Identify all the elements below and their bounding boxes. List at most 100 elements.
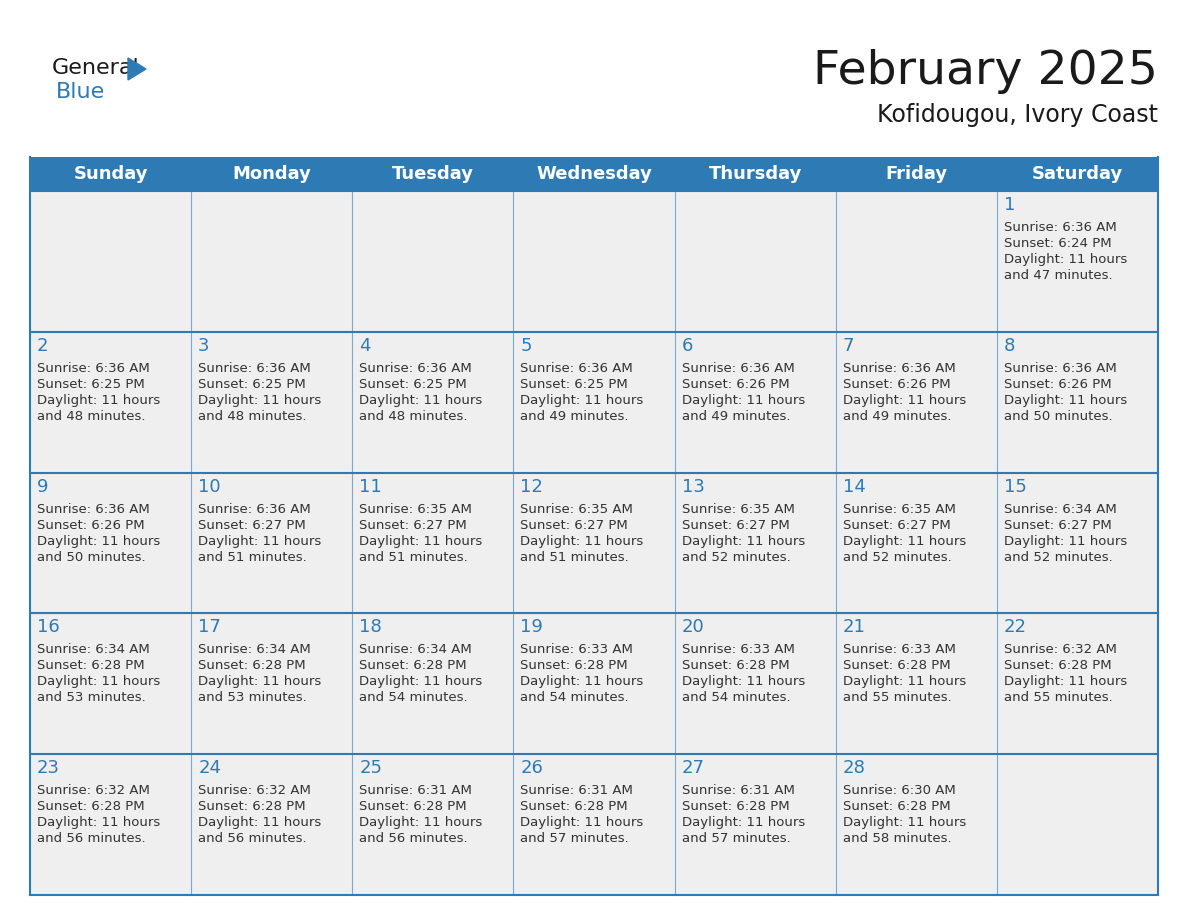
Text: Sunrise: 6:36 AM: Sunrise: 6:36 AM xyxy=(842,362,955,375)
Text: Sunset: 6:25 PM: Sunset: 6:25 PM xyxy=(520,378,628,391)
Text: Daylight: 11 hours: Daylight: 11 hours xyxy=(842,676,966,688)
Text: Sunset: 6:24 PM: Sunset: 6:24 PM xyxy=(1004,237,1112,250)
Bar xyxy=(513,473,675,613)
Bar xyxy=(835,473,997,613)
Bar xyxy=(30,191,191,331)
Text: 23: 23 xyxy=(37,759,61,778)
Text: and 49 minutes.: and 49 minutes. xyxy=(842,409,952,423)
Text: Sunrise: 6:36 AM: Sunrise: 6:36 AM xyxy=(198,502,311,516)
Text: Daylight: 11 hours: Daylight: 11 hours xyxy=(1004,253,1127,266)
Text: 5: 5 xyxy=(520,337,532,354)
Text: 1: 1 xyxy=(1004,196,1016,214)
Text: Sunset: 6:28 PM: Sunset: 6:28 PM xyxy=(842,659,950,672)
Bar xyxy=(997,191,1158,331)
Text: Sunset: 6:26 PM: Sunset: 6:26 PM xyxy=(842,378,950,391)
Polygon shape xyxy=(128,58,146,80)
Text: and 51 minutes.: and 51 minutes. xyxy=(520,551,630,564)
Bar xyxy=(30,755,191,895)
Text: and 50 minutes.: and 50 minutes. xyxy=(1004,409,1112,423)
Bar xyxy=(835,331,997,473)
Text: Sunset: 6:28 PM: Sunset: 6:28 PM xyxy=(520,800,628,813)
Text: Daylight: 11 hours: Daylight: 11 hours xyxy=(198,394,322,407)
Text: Sunrise: 6:35 AM: Sunrise: 6:35 AM xyxy=(520,502,633,516)
Text: and 57 minutes.: and 57 minutes. xyxy=(520,833,630,845)
Text: Daylight: 11 hours: Daylight: 11 hours xyxy=(682,816,804,829)
Bar xyxy=(513,613,675,755)
Bar xyxy=(191,755,353,895)
Text: and 54 minutes.: and 54 minutes. xyxy=(359,691,468,704)
Bar xyxy=(835,613,997,755)
Text: Sunday: Sunday xyxy=(74,165,147,183)
Text: Sunrise: 6:33 AM: Sunrise: 6:33 AM xyxy=(520,644,633,656)
Text: 3: 3 xyxy=(198,337,209,354)
Bar xyxy=(353,473,513,613)
Text: and 55 minutes.: and 55 minutes. xyxy=(842,691,952,704)
Bar xyxy=(997,473,1158,613)
Text: Sunset: 6:26 PM: Sunset: 6:26 PM xyxy=(37,519,145,532)
Text: and 47 minutes.: and 47 minutes. xyxy=(1004,269,1112,282)
Text: February 2025: February 2025 xyxy=(813,50,1158,95)
Text: Sunrise: 6:34 AM: Sunrise: 6:34 AM xyxy=(198,644,311,656)
Text: and 57 minutes.: and 57 minutes. xyxy=(682,833,790,845)
Text: Sunset: 6:28 PM: Sunset: 6:28 PM xyxy=(682,659,789,672)
Text: and 54 minutes.: and 54 minutes. xyxy=(520,691,630,704)
Text: Sunrise: 6:36 AM: Sunrise: 6:36 AM xyxy=(37,362,150,375)
Text: 10: 10 xyxy=(198,477,221,496)
Text: Daylight: 11 hours: Daylight: 11 hours xyxy=(520,534,644,548)
Text: Daylight: 11 hours: Daylight: 11 hours xyxy=(1004,676,1127,688)
Text: Sunrise: 6:32 AM: Sunrise: 6:32 AM xyxy=(37,784,150,797)
Bar xyxy=(513,191,675,331)
Text: Daylight: 11 hours: Daylight: 11 hours xyxy=(682,394,804,407)
Bar xyxy=(353,755,513,895)
Text: Saturday: Saturday xyxy=(1032,165,1123,183)
Bar xyxy=(675,331,835,473)
Text: Sunset: 6:25 PM: Sunset: 6:25 PM xyxy=(37,378,145,391)
Text: Sunset: 6:28 PM: Sunset: 6:28 PM xyxy=(359,800,467,813)
Text: and 51 minutes.: and 51 minutes. xyxy=(198,551,307,564)
Text: Friday: Friday xyxy=(885,165,947,183)
Text: and 54 minutes.: and 54 minutes. xyxy=(682,691,790,704)
Text: Sunrise: 6:34 AM: Sunrise: 6:34 AM xyxy=(359,644,472,656)
Text: Sunset: 6:28 PM: Sunset: 6:28 PM xyxy=(682,800,789,813)
Text: and 55 minutes.: and 55 minutes. xyxy=(1004,691,1113,704)
Text: Daylight: 11 hours: Daylight: 11 hours xyxy=(842,394,966,407)
Text: Sunrise: 6:33 AM: Sunrise: 6:33 AM xyxy=(842,644,955,656)
Text: Sunrise: 6:36 AM: Sunrise: 6:36 AM xyxy=(682,362,795,375)
Text: Daylight: 11 hours: Daylight: 11 hours xyxy=(682,534,804,548)
Text: Sunrise: 6:36 AM: Sunrise: 6:36 AM xyxy=(1004,221,1117,234)
Bar xyxy=(675,191,835,331)
Text: Daylight: 11 hours: Daylight: 11 hours xyxy=(682,676,804,688)
Text: Sunset: 6:27 PM: Sunset: 6:27 PM xyxy=(520,519,628,532)
Text: Sunset: 6:28 PM: Sunset: 6:28 PM xyxy=(198,659,305,672)
Bar xyxy=(997,613,1158,755)
Text: and 49 minutes.: and 49 minutes. xyxy=(682,409,790,423)
Text: Sunrise: 6:33 AM: Sunrise: 6:33 AM xyxy=(682,644,795,656)
Text: Sunset: 6:28 PM: Sunset: 6:28 PM xyxy=(1004,659,1112,672)
Text: Blue: Blue xyxy=(56,82,106,102)
Text: Sunset: 6:27 PM: Sunset: 6:27 PM xyxy=(842,519,950,532)
Bar xyxy=(675,473,835,613)
Text: Daylight: 11 hours: Daylight: 11 hours xyxy=(198,676,322,688)
Text: 4: 4 xyxy=(359,337,371,354)
Text: Sunset: 6:25 PM: Sunset: 6:25 PM xyxy=(359,378,467,391)
Bar xyxy=(191,191,353,331)
Text: Sunrise: 6:31 AM: Sunrise: 6:31 AM xyxy=(520,784,633,797)
Text: 21: 21 xyxy=(842,619,866,636)
Text: Sunset: 6:28 PM: Sunset: 6:28 PM xyxy=(520,659,628,672)
Text: 18: 18 xyxy=(359,619,383,636)
Bar xyxy=(513,331,675,473)
Text: and 53 minutes.: and 53 minutes. xyxy=(37,691,146,704)
Bar xyxy=(353,613,513,755)
Text: Tuesday: Tuesday xyxy=(392,165,474,183)
Text: Sunrise: 6:35 AM: Sunrise: 6:35 AM xyxy=(842,502,955,516)
Text: and 56 minutes.: and 56 minutes. xyxy=(359,833,468,845)
Text: Wednesday: Wednesday xyxy=(536,165,652,183)
Text: 7: 7 xyxy=(842,337,854,354)
Text: and 52 minutes.: and 52 minutes. xyxy=(682,551,790,564)
Text: and 48 minutes.: and 48 minutes. xyxy=(37,409,145,423)
Bar xyxy=(835,191,997,331)
Text: Daylight: 11 hours: Daylight: 11 hours xyxy=(198,534,322,548)
Text: Daylight: 11 hours: Daylight: 11 hours xyxy=(520,676,644,688)
Text: Sunrise: 6:30 AM: Sunrise: 6:30 AM xyxy=(842,784,955,797)
Text: Sunset: 6:27 PM: Sunset: 6:27 PM xyxy=(1004,519,1112,532)
